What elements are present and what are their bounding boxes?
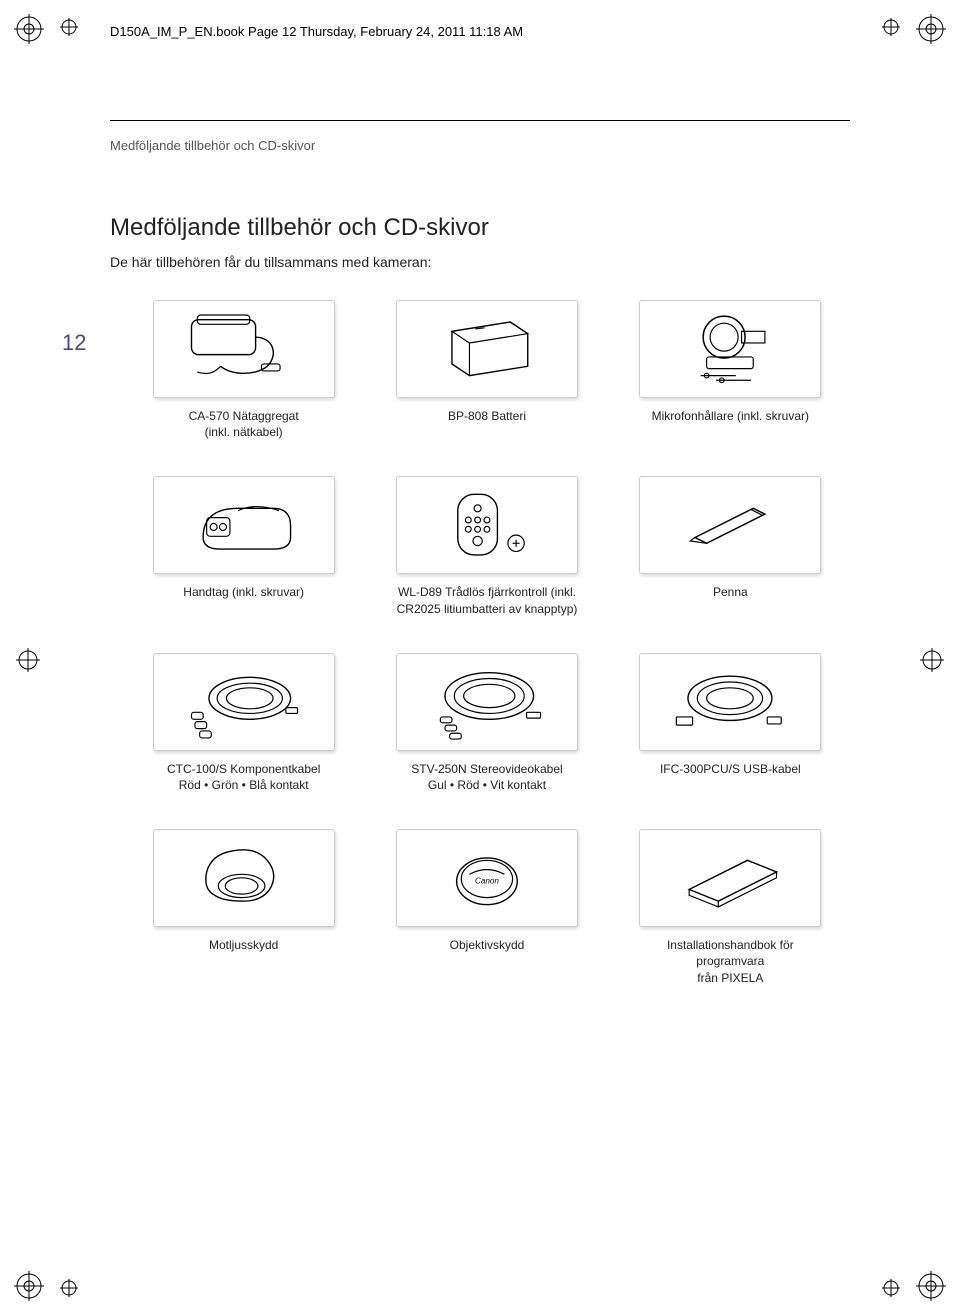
page-number: 12 <box>62 330 86 356</box>
side-mark-left-icon <box>16 648 40 672</box>
accessory-manual: Installationshandbok för programvarafrån… <box>621 829 840 986</box>
grid-row: Motljusskydd Canon Objektivskydd <box>134 829 840 986</box>
accessory-usb-cable: IFC-300PCU/S USB-kabel <box>621 653 840 793</box>
component-cable-icon <box>174 661 314 743</box>
power-adapter-icon <box>174 308 314 390</box>
battery-icon <box>417 308 557 390</box>
accessory-lens-hood: Motljusskydd <box>134 829 353 986</box>
illustration-box <box>639 300 821 398</box>
accessory-lens-cap: Canon Objektivskydd <box>377 829 596 986</box>
remote-icon <box>417 485 557 567</box>
accessory-stylus: Penna <box>621 476 840 616</box>
stereo-cable-icon <box>417 661 557 743</box>
lens-cap-icon: Canon <box>417 837 557 919</box>
accessory-battery: BP-808 Batteri <box>377 300 596 440</box>
accessory-remote: WL-D89 Trådlös fjärrkontroll (inkl.CR202… <box>377 476 596 616</box>
illustration-box <box>396 476 578 574</box>
accessory-stereo-cable: STV-250N StereovideokabelGul • Röd • Vit… <box>377 653 596 793</box>
svg-text:Canon: Canon <box>475 877 499 886</box>
illustration-box: Canon <box>396 829 578 927</box>
grid-row: Handtag (inkl. skruvar) <box>134 476 840 616</box>
caption: Objektivskydd <box>450 937 525 953</box>
illustration-box <box>639 829 821 927</box>
caption: CTC-100/S KomponentkabelRöd • Grön • Blå… <box>167 761 320 793</box>
caption: Installationshandbok för programvarafrån… <box>635 937 825 986</box>
accessory-mic-holder: Mikrofonhållare (inkl. skruvar) <box>621 300 840 440</box>
registration-mark-br <box>916 1271 946 1301</box>
illustration-box <box>639 476 821 574</box>
header-rule <box>110 120 850 121</box>
accessory-handle: Handtag (inkl. skruvar) <box>134 476 353 616</box>
crop-mark-icon <box>60 18 78 36</box>
breadcrumb: Medföljande tillbehör och CD-skivor <box>110 138 315 153</box>
registration-mark-tl <box>14 14 44 44</box>
accessory-component-cable: CTC-100/S KomponentkabelRöd • Grön • Blå… <box>134 653 353 793</box>
page-title: Medföljande tillbehör och CD-skivor <box>110 214 489 242</box>
crop-mark-icon <box>60 1279 78 1297</box>
illustration-box <box>639 653 821 751</box>
illustration-box <box>153 476 335 574</box>
manual-icon <box>660 837 800 919</box>
registration-mark-tr <box>916 14 946 44</box>
caption: IFC-300PCU/S USB-kabel <box>660 761 801 777</box>
caption: STV-250N StereovideokabelGul • Röd • Vit… <box>411 761 562 793</box>
side-mark-right-icon <box>920 648 944 672</box>
accessory-power-adapter: CA-570 Nätaggregat(inkl. nätkabel) <box>134 300 353 440</box>
registration-mark-bl <box>14 1271 44 1301</box>
usb-cable-icon <box>660 661 800 743</box>
handle-icon <box>174 485 314 567</box>
caption: WL-D89 Trådlös fjärrkontroll (inkl.CR202… <box>397 584 578 616</box>
caption: Handtag (inkl. skruvar) <box>183 584 304 600</box>
illustration-box <box>153 653 335 751</box>
grid-row: CA-570 Nätaggregat(inkl. nätkabel) BP-80… <box>134 300 840 440</box>
illustration-box <box>153 829 335 927</box>
caption: BP-808 Batteri <box>448 408 526 424</box>
mic-holder-icon <box>660 308 800 390</box>
caption: Motljusskydd <box>209 937 278 953</box>
illustration-box <box>396 653 578 751</box>
caption: Mikrofonhållare (inkl. skruvar) <box>652 408 809 424</box>
illustration-box <box>396 300 578 398</box>
stylus-icon <box>660 485 800 567</box>
intro-text: De här tillbehören får du tillsammans me… <box>110 254 431 270</box>
grid-row: CTC-100/S KomponentkabelRöd • Grön • Blå… <box>134 653 840 793</box>
crop-mark-icon <box>882 1279 900 1297</box>
caption: CA-570 Nätaggregat(inkl. nätkabel) <box>189 408 299 440</box>
illustration-box <box>153 300 335 398</box>
accessories-grid: CA-570 Nätaggregat(inkl. nätkabel) BP-80… <box>134 300 840 986</box>
lens-hood-icon <box>174 837 314 919</box>
page-header-file-info: D150A_IM_P_EN.book Page 12 Thursday, Feb… <box>110 24 523 39</box>
crop-mark-icon <box>882 18 900 36</box>
caption: Penna <box>713 584 748 600</box>
